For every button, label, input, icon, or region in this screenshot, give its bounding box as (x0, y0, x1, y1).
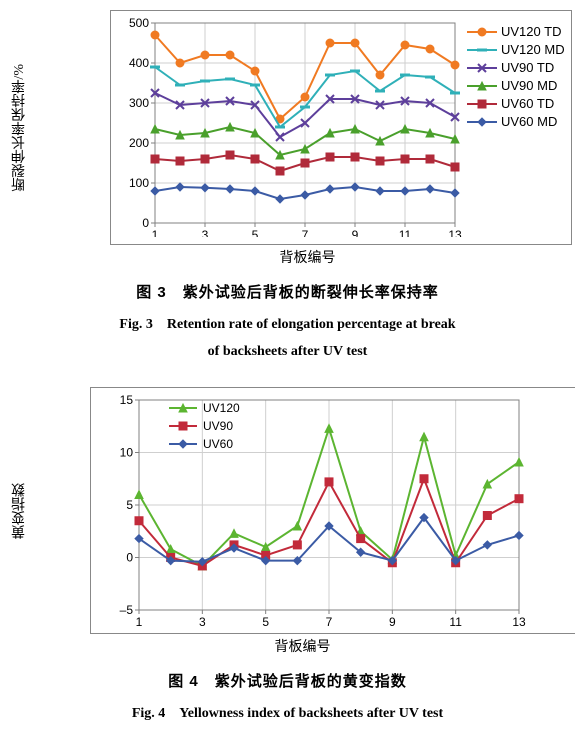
svg-text:13: 13 (448, 228, 462, 237)
fig4-plot: –5051015135791113UV120UV90UV60 (95, 394, 575, 626)
svg-text:0: 0 (142, 216, 149, 230)
svg-text:–5: –5 (120, 603, 134, 617)
fig3-caption-en-l1: Fig. 3 Retention rate of elongation perc… (119, 317, 455, 332)
legend-item: UV60 MD (467, 114, 565, 129)
svg-text:200: 200 (129, 136, 149, 150)
fig3-caption-en-l2: of backsheets after UV test (208, 344, 368, 359)
svg-text:13: 13 (512, 615, 526, 626)
svg-text:1: 1 (152, 228, 159, 237)
fig3-legend: UV120 TD UV120 MD UV90 TD UV90 MD UV60 TD UV6… (465, 17, 567, 242)
svg-text:11: 11 (449, 615, 462, 626)
svg-text:3: 3 (199, 615, 206, 626)
legend-item: UV120 MD (467, 42, 565, 57)
fig4-caption-en: Fig. 4 Yellowness index of backsheets af… (10, 701, 565, 728)
svg-text:9: 9 (389, 615, 396, 626)
svg-text:300: 300 (129, 96, 149, 110)
svg-text:UV60: UV60 (203, 437, 233, 451)
svg-text:UV90: UV90 (203, 419, 233, 433)
svg-text:11: 11 (399, 228, 412, 237)
legend-item: UV60 TD (467, 96, 565, 111)
svg-text:3: 3 (202, 228, 209, 237)
fig3-xlabel: 背板编号 (10, 247, 565, 267)
svg-text:500: 500 (129, 17, 149, 30)
svg-text:5: 5 (126, 498, 133, 512)
fig4-xlabel: 背板编号 (10, 636, 565, 656)
fig3-caption-en: Fig. 3 Retention rate of elongation perc… (10, 312, 565, 365)
legend-item: UV90 MD (467, 78, 565, 93)
fig3-caption-cn: 图 3 紫外试验后背板的断裂伸长率保持率 (10, 281, 565, 302)
figure-3: 断裂伸长率保持率/% 0100200300400500135791113 UV1… (10, 10, 565, 365)
svg-text:5: 5 (262, 615, 269, 626)
legend-item: UV90 TD (467, 60, 565, 75)
svg-text:10: 10 (120, 446, 134, 460)
svg-text:15: 15 (120, 394, 134, 407)
svg-text:100: 100 (129, 176, 149, 190)
svg-text:UV120: UV120 (203, 401, 240, 415)
fig3-ylabel: 断裂伸长率保持率/% (10, 64, 30, 192)
fig4-caption-cn: 图 4 紫外试验后背板的黄变指数 (10, 670, 565, 691)
fig3-plot: 0100200300400500135791113 (115, 17, 465, 237)
svg-text:7: 7 (326, 615, 333, 626)
svg-text:0: 0 (126, 551, 133, 565)
svg-text:400: 400 (129, 56, 149, 70)
svg-text:9: 9 (352, 228, 359, 237)
svg-text:7: 7 (302, 228, 309, 237)
legend-item: UV120 TD (467, 24, 565, 39)
figure-4: 黄变指数 –5051015135791113UV120UV90UV60 背板编号… (10, 387, 565, 728)
svg-text:5: 5 (252, 228, 259, 237)
svg-text:1: 1 (136, 615, 143, 626)
fig4-ylabel: 黄变指数 (10, 483, 30, 539)
